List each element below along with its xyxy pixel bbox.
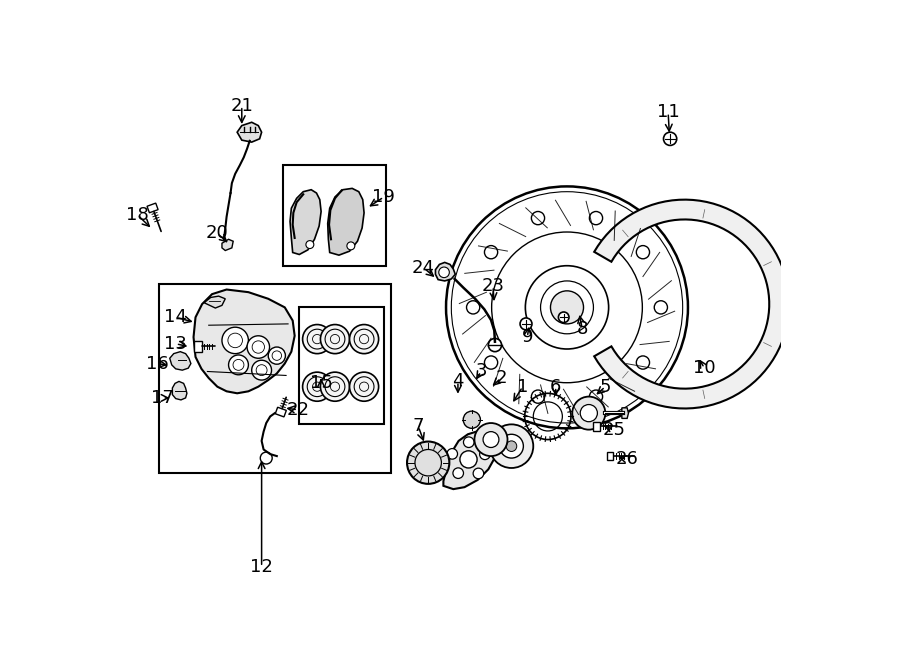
Circle shape	[490, 424, 534, 468]
Text: 2: 2	[495, 369, 507, 387]
Text: 24: 24	[412, 258, 435, 277]
Circle shape	[346, 242, 355, 250]
Circle shape	[349, 325, 379, 354]
Polygon shape	[593, 422, 600, 431]
Polygon shape	[222, 239, 233, 251]
Circle shape	[252, 360, 272, 380]
Circle shape	[268, 347, 285, 364]
Bar	[284, 165, 386, 266]
Circle shape	[531, 212, 544, 225]
Circle shape	[302, 372, 332, 401]
Polygon shape	[328, 188, 364, 255]
Circle shape	[551, 291, 583, 324]
Polygon shape	[173, 381, 187, 400]
Circle shape	[489, 338, 501, 352]
Text: 9: 9	[522, 328, 533, 346]
Text: 12: 12	[250, 558, 273, 576]
Circle shape	[302, 325, 332, 354]
Circle shape	[590, 390, 603, 403]
Text: 19: 19	[373, 188, 395, 206]
Circle shape	[520, 318, 532, 330]
Polygon shape	[147, 203, 158, 213]
Polygon shape	[204, 296, 225, 308]
Circle shape	[636, 246, 650, 259]
Circle shape	[474, 423, 508, 456]
Bar	[300, 307, 384, 424]
Text: 18: 18	[126, 206, 148, 224]
Circle shape	[663, 132, 677, 145]
Circle shape	[453, 468, 464, 479]
Polygon shape	[170, 352, 191, 370]
Text: 20: 20	[206, 224, 229, 243]
Circle shape	[483, 432, 499, 447]
Circle shape	[572, 397, 606, 430]
Circle shape	[222, 327, 248, 354]
Circle shape	[464, 437, 474, 447]
Polygon shape	[275, 407, 286, 417]
Circle shape	[590, 212, 603, 225]
Text: 21: 21	[230, 97, 253, 115]
Polygon shape	[622, 408, 628, 418]
Text: 4: 4	[452, 372, 464, 391]
Circle shape	[466, 301, 480, 314]
Circle shape	[484, 356, 498, 369]
Circle shape	[654, 301, 668, 314]
Polygon shape	[194, 290, 294, 393]
Circle shape	[500, 434, 524, 458]
Text: 10: 10	[693, 359, 716, 377]
Circle shape	[447, 449, 457, 459]
Polygon shape	[608, 452, 613, 460]
Circle shape	[531, 390, 544, 403]
Text: 1: 1	[517, 377, 528, 396]
Text: 5: 5	[599, 377, 611, 396]
Text: 14: 14	[164, 308, 187, 327]
Text: 25: 25	[602, 420, 626, 439]
Text: 7: 7	[412, 417, 424, 436]
Polygon shape	[594, 200, 789, 408]
Circle shape	[306, 241, 314, 249]
Circle shape	[636, 356, 650, 369]
Circle shape	[464, 411, 481, 428]
Polygon shape	[238, 122, 262, 142]
Circle shape	[349, 372, 379, 401]
Text: 13: 13	[164, 334, 187, 353]
Circle shape	[248, 336, 269, 358]
Circle shape	[506, 441, 517, 451]
Polygon shape	[444, 431, 498, 489]
Circle shape	[439, 267, 449, 278]
Text: 15: 15	[310, 374, 332, 393]
Circle shape	[460, 451, 477, 468]
Polygon shape	[194, 341, 202, 352]
Circle shape	[407, 442, 449, 484]
Text: 3: 3	[475, 362, 487, 381]
Bar	[159, 284, 391, 473]
Circle shape	[320, 325, 349, 354]
Text: 11: 11	[657, 103, 680, 122]
Text: 16: 16	[146, 354, 168, 373]
Text: 22: 22	[286, 401, 310, 419]
Circle shape	[229, 355, 248, 375]
Circle shape	[260, 452, 272, 464]
Circle shape	[484, 246, 498, 259]
Text: 26: 26	[616, 450, 639, 469]
Circle shape	[473, 468, 483, 479]
Text: 8: 8	[577, 319, 588, 338]
Text: 17: 17	[151, 389, 174, 407]
Circle shape	[558, 312, 569, 323]
Polygon shape	[290, 190, 321, 254]
Text: 23: 23	[482, 277, 505, 295]
Polygon shape	[436, 262, 455, 281]
Circle shape	[580, 405, 598, 422]
Circle shape	[320, 372, 349, 401]
Text: 6: 6	[550, 377, 562, 396]
Circle shape	[480, 449, 491, 459]
